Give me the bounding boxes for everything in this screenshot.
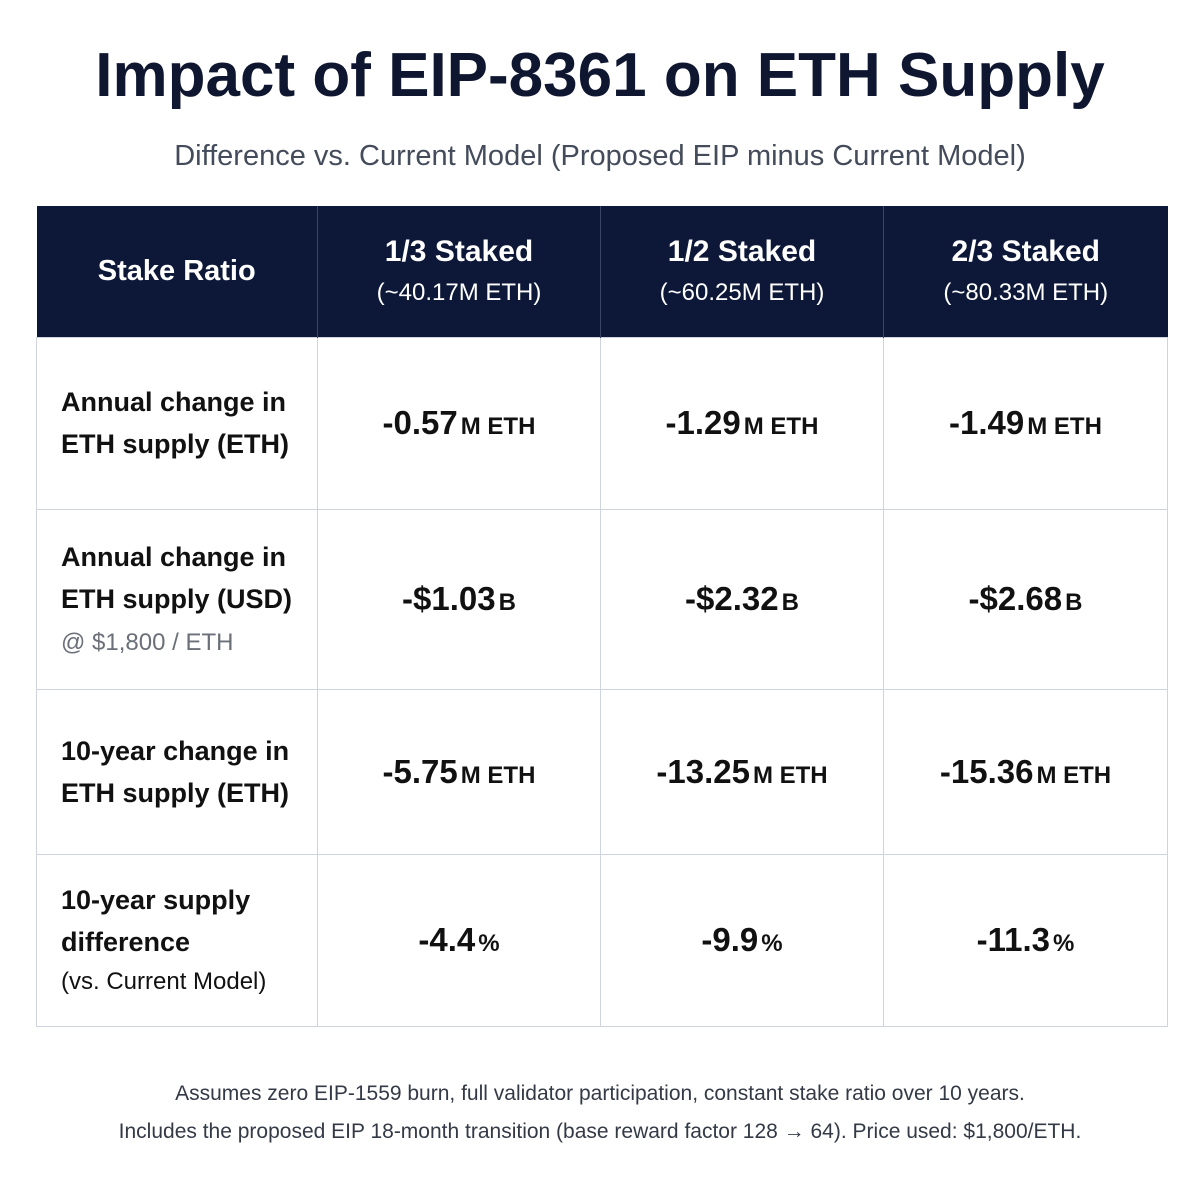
- row-note: (vs. Current Model): [61, 968, 267, 995]
- row-label: Annual change in ETH supply (ETH): [61, 387, 289, 459]
- table-cell: -9.9%: [600, 853, 884, 1027]
- cell-value: -1.29: [665, 404, 741, 441]
- table-cell: -13.25 M ETH: [600, 688, 884, 855]
- table-cell: -11.3%: [883, 853, 1168, 1027]
- cell-value: -15.36: [939, 752, 1034, 790]
- cell-unit: %: [761, 930, 783, 957]
- table-cell: -5.75 M ETH: [317, 688, 601, 855]
- cell-value: -13.25: [656, 752, 750, 790]
- table-cell: -$2.68 B: [883, 508, 1168, 690]
- row-label: Annual change in ETH supply (USD): [61, 542, 293, 614]
- table-row-annual-eth: Annual change in ETH supply (ETH) -0.57 M…: [36, 336, 1168, 510]
- header-corner-label: Stake Ratio: [97, 254, 256, 287]
- table-cell: -1.29 M ETH: [600, 336, 884, 510]
- header-column-label: 1/2 Staked: [667, 235, 817, 269]
- cell-unit: M ETH: [752, 761, 828, 789]
- table-header-row: Stake Ratio 1/3 Staked (~40.17M ETH) 1/2…: [36, 206, 1168, 337]
- cell-unit: M ETH: [460, 761, 536, 789]
- cell-value: -$2.68: [968, 580, 1063, 617]
- row-note: @ $1,800 / ETH: [61, 629, 234, 656]
- cell-unit: %: [478, 930, 500, 957]
- header-column-sub: (~40.17M ETH): [376, 279, 542, 307]
- cell-value: -11.3: [976, 921, 1051, 958]
- cell-value: -$1.03: [402, 580, 496, 617]
- row-label-cell: 10-year change in ETH supply (ETH): [36, 688, 318, 855]
- row-label-cell: Annual change in ETH supply (USD) @ $1,8…: [36, 508, 318, 690]
- table-row-ten-year-eth: 10-year change in ETH supply (ETH) -5.75…: [36, 688, 1168, 855]
- row-label: 10-year supply difference: [61, 885, 251, 957]
- cell-unit: M ETH: [743, 413, 819, 440]
- page-subtitle: Difference vs. Current Model (Proposed E…: [174, 140, 1026, 172]
- header-stake-ratio: Stake Ratio: [36, 206, 318, 337]
- cell-unit: M ETH: [460, 413, 536, 440]
- cell-unit: M ETH: [1036, 761, 1112, 789]
- table-cell: -15.36 M ETH: [883, 688, 1168, 855]
- cell-value: -5.75: [382, 752, 458, 790]
- header-column-label: 2/3 Staked: [951, 235, 1100, 269]
- cell-value: -1.49: [949, 404, 1025, 441]
- cell-unit: M ETH: [1027, 413, 1102, 440]
- table-cell: -0.57 M ETH: [317, 336, 601, 510]
- cell-value: -4.4: [418, 921, 476, 958]
- row-label-cell: Annual change in ETH supply (ETH): [36, 336, 318, 510]
- cell-unit: B: [1065, 589, 1083, 616]
- row-label: 10-year change in ETH supply (ETH): [61, 735, 290, 808]
- table-cell: -$2.32 B: [600, 508, 884, 690]
- header-column-label: 1/3 Staked: [384, 235, 534, 269]
- table-row-annual-usd: Annual change in ETH supply (USD) @ $1,8…: [36, 508, 1168, 690]
- cell-unit: B: [498, 589, 516, 616]
- header-one-third-staked: 1/3 Staked (~40.17M ETH): [317, 206, 601, 337]
- table-cell: -1.49 M ETH: [883, 336, 1168, 510]
- cell-value: -$2.32: [685, 580, 779, 617]
- table-cell: -$1.03 B: [317, 508, 601, 690]
- header-column-sub: (~80.33M ETH): [943, 279, 1109, 307]
- page-title: Impact of EIP-8361 on ETH Supply: [95, 41, 1105, 110]
- supply-impact-table: Stake Ratio 1/3 Staked (~40.17M ETH) 1/2…: [36, 206, 1168, 1027]
- cell-unit: B: [781, 589, 799, 616]
- header-two-thirds-staked: 2/3 Staked (~80.33M ETH): [883, 206, 1168, 337]
- cell-value: -9.9: [701, 921, 759, 958]
- row-label-cell: 10-year supply difference (vs. Current M…: [36, 853, 318, 1027]
- table-cell: -4.4%: [317, 853, 601, 1027]
- footnote-transition: Includes the proposed EIP 18-month trans…: [118, 1120, 1082, 1143]
- cell-unit: %: [1053, 930, 1075, 957]
- table-row-ten-year-percent: 10-year supply difference (vs. Current M…: [36, 853, 1168, 1027]
- cell-value: -0.57: [382, 404, 458, 441]
- header-column-sub: (~60.25M ETH): [659, 279, 825, 307]
- footnote-assumptions: Assumes zero EIP-1559 burn, full validat…: [175, 1082, 1025, 1105]
- header-one-half-staked: 1/2 Staked (~60.25M ETH): [600, 206, 884, 337]
